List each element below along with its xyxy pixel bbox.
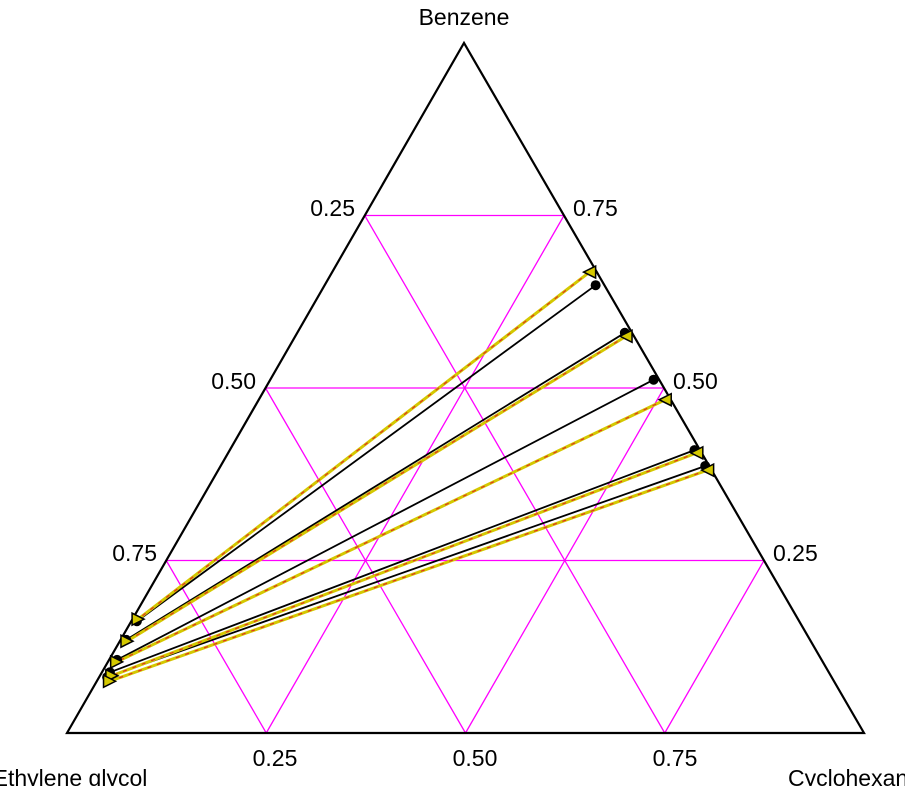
tie-line-experimental xyxy=(136,284,597,622)
marker-experimental-raffinate xyxy=(648,374,659,385)
right-tick-0.50: 0.50 xyxy=(673,368,718,394)
tie-line-calculated xyxy=(137,270,591,621)
marker-calculated-extract xyxy=(120,634,135,649)
tie-line-experimental xyxy=(109,449,695,674)
grid-line-ethylene-glycol xyxy=(264,387,467,734)
marker-experimental-raffinate xyxy=(590,280,601,291)
left-tick-0.50: 0.50 xyxy=(211,368,256,394)
vertex-label-top: Benzene xyxy=(419,4,510,30)
right-tick-0.25: 0.25 xyxy=(773,540,818,566)
left-tick-0.75: 0.75 xyxy=(112,540,157,566)
marker-calculated-raffinate xyxy=(618,329,633,344)
grid-line-ethylene-glycol xyxy=(165,560,267,734)
marker-calculated-extract xyxy=(102,674,118,689)
tie-line-calculated xyxy=(109,468,709,683)
grid-line-cyclohexane xyxy=(464,387,665,734)
grid-line-cyclohexane xyxy=(664,560,765,734)
tie-line-experimental xyxy=(125,332,626,641)
marker-calculated-raffinate xyxy=(699,462,715,478)
triangle-frame xyxy=(65,40,866,735)
grid xyxy=(165,214,765,734)
tie-line-experimental xyxy=(116,378,655,661)
grid-line-ethylene-glycol xyxy=(364,215,666,734)
right-tick-0.75: 0.75 xyxy=(573,195,618,221)
vertex-label-right: Cyclohexane xyxy=(788,765,905,786)
bottom-tick-0.25: 0.25 xyxy=(253,745,298,771)
left-tick-0.25: 0.25 xyxy=(310,195,355,221)
grid-line-cyclohexane xyxy=(265,215,565,734)
marker-calculated-extract xyxy=(131,611,146,627)
marker-calculated-raffinate xyxy=(657,392,672,407)
tie-line-calculated-dash xyxy=(116,399,666,663)
marker-calculated-raffinate xyxy=(581,264,597,280)
tie-line-calculated-dash xyxy=(111,452,698,677)
bottom-tick-0.75: 0.75 xyxy=(653,745,698,771)
tie-line-calculated-dash xyxy=(126,335,627,642)
vertex-label-left: Ethylene glycol xyxy=(0,765,147,786)
tie-lines xyxy=(106,270,709,683)
marker-calculated-extract xyxy=(109,654,125,670)
bottom-tick-0.50: 0.50 xyxy=(453,745,498,771)
tie-line-experimental xyxy=(106,465,706,678)
marker-calculated-raffinate xyxy=(689,445,704,461)
markers xyxy=(102,264,715,689)
